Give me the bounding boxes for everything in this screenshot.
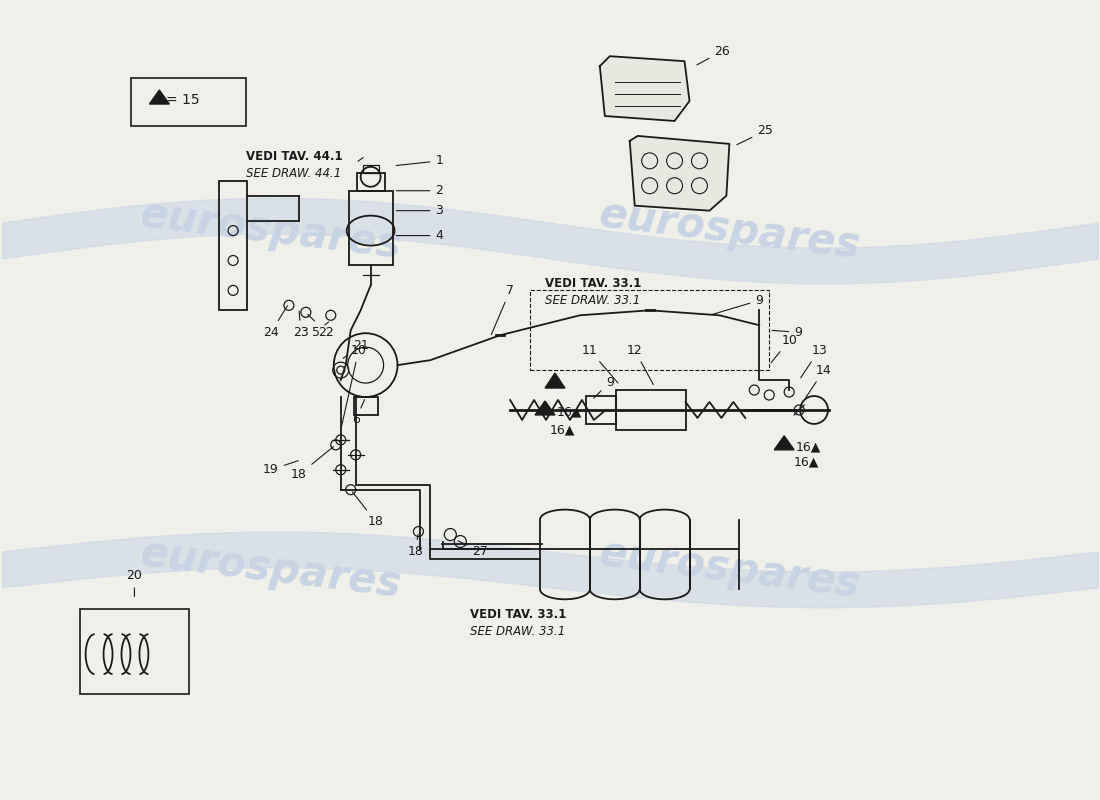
Text: 21: 21 <box>343 338 368 358</box>
Text: 6: 6 <box>352 399 364 426</box>
Text: VEDI TAV. 33.1: VEDI TAV. 33.1 <box>471 608 566 622</box>
Text: VEDI TAV. 33.1: VEDI TAV. 33.1 <box>544 278 641 290</box>
Text: 24: 24 <box>263 306 287 338</box>
Text: 19: 19 <box>263 461 298 476</box>
Text: = 15: = 15 <box>166 93 200 107</box>
Text: 16▲: 16▲ <box>794 455 820 468</box>
Text: eurospares: eurospares <box>138 533 404 606</box>
Text: 9: 9 <box>772 326 802 338</box>
Text: 16▲: 16▲ <box>557 406 582 418</box>
Bar <box>219 181 248 310</box>
Text: eurospares: eurospares <box>596 533 862 606</box>
Text: 18: 18 <box>352 492 384 528</box>
Bar <box>530 290 769 370</box>
Text: 13: 13 <box>801 344 827 378</box>
Bar <box>132 78 246 126</box>
Bar <box>363 165 378 173</box>
Text: 5: 5 <box>311 322 329 338</box>
Text: 12: 12 <box>627 344 653 385</box>
Bar <box>79 610 189 694</box>
Text: VEDI TAV. 44.1: VEDI TAV. 44.1 <box>246 150 343 163</box>
Text: 9: 9 <box>712 294 763 314</box>
Text: 1: 1 <box>396 154 443 167</box>
Polygon shape <box>600 56 690 121</box>
Text: 14: 14 <box>805 364 832 398</box>
Text: SEE DRAW. 33.1: SEE DRAW. 33.1 <box>544 294 640 307</box>
Bar <box>616 390 685 430</box>
Polygon shape <box>544 373 565 388</box>
Text: 16▲: 16▲ <box>550 423 575 436</box>
Bar <box>356 173 385 190</box>
Bar <box>349 190 393 266</box>
Text: 26: 26 <box>697 45 730 65</box>
Text: 9: 9 <box>594 375 614 398</box>
Text: 11: 11 <box>582 344 618 383</box>
Text: 27: 27 <box>458 541 488 558</box>
Bar <box>586 396 616 424</box>
Bar <box>354 397 377 415</box>
Text: 10: 10 <box>771 334 797 363</box>
Text: eurospares: eurospares <box>596 194 862 267</box>
Polygon shape <box>774 436 794 450</box>
Text: 4: 4 <box>396 229 443 242</box>
Polygon shape <box>150 90 169 104</box>
Text: 25: 25 <box>737 125 773 145</box>
Text: 18: 18 <box>290 446 333 482</box>
Text: 3: 3 <box>396 204 443 217</box>
Text: 2: 2 <box>396 184 443 198</box>
Text: 20: 20 <box>126 570 142 597</box>
Text: SEE DRAW. 33.1: SEE DRAW. 33.1 <box>471 625 565 638</box>
Text: 23: 23 <box>293 311 309 338</box>
Text: 10: 10 <box>341 344 366 427</box>
Polygon shape <box>629 136 729 210</box>
Text: eurospares: eurospares <box>138 194 404 267</box>
Text: 7: 7 <box>492 284 514 334</box>
Polygon shape <box>535 401 556 415</box>
Text: 18: 18 <box>407 534 424 558</box>
Text: SEE DRAW. 44.1: SEE DRAW. 44.1 <box>246 166 341 180</box>
Text: 22: 22 <box>308 314 333 338</box>
Text: 16▲: 16▲ <box>796 440 822 454</box>
